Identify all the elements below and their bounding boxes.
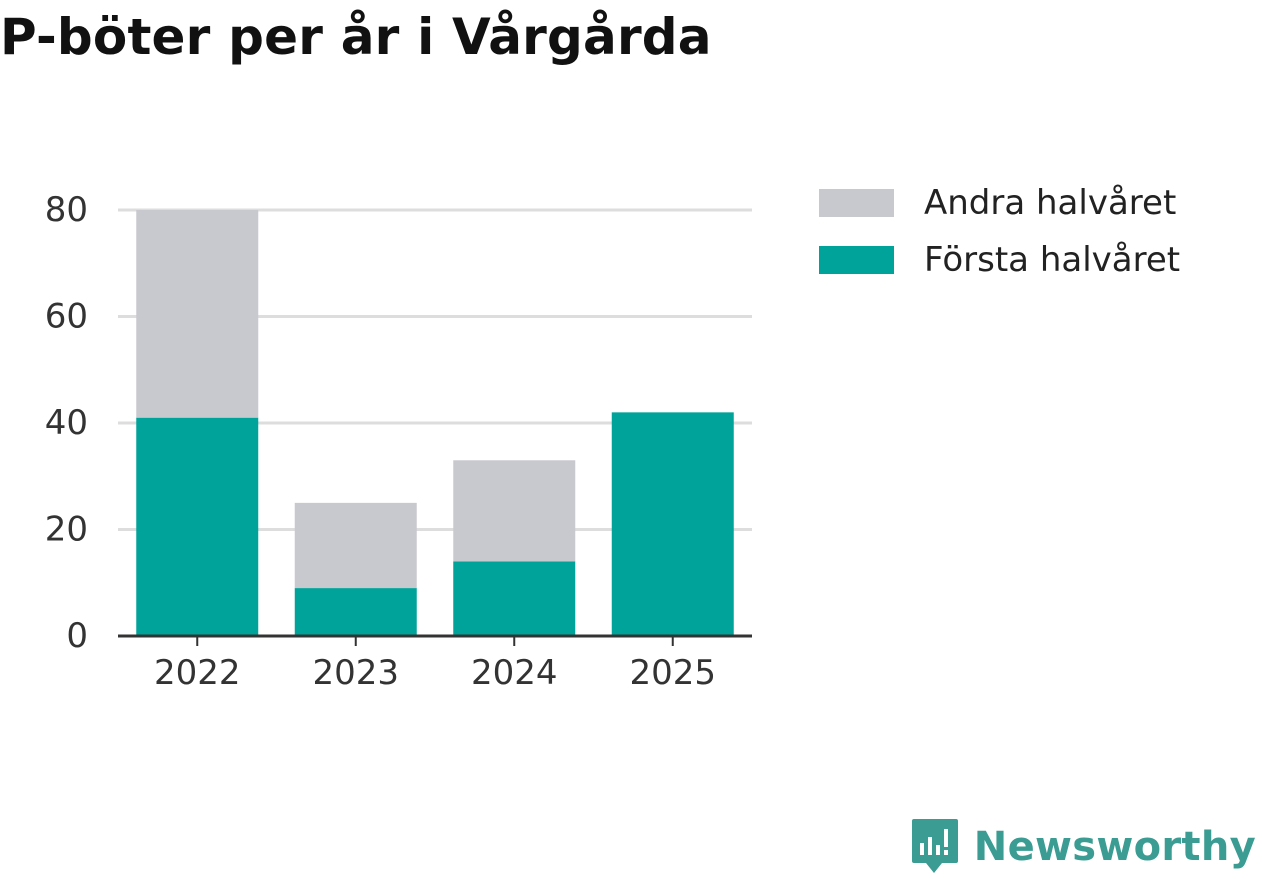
legend-swatch-andra-halv-ret — [819, 189, 894, 217]
x-tick-label-2022: 2022 — [154, 653, 241, 693]
legend-label-f-rsta-halv-ret: Första halvåret — [924, 240, 1180, 280]
brand-name: Newsworthy — [973, 824, 1256, 870]
bar-forsta-2025 — [611, 412, 734, 636]
y-tick-label-60: 60 — [45, 297, 88, 337]
bar-andra-2022 — [136, 210, 259, 418]
y-tick-label-20: 20 — [45, 510, 88, 550]
newsworthy-logo-icon — [911, 819, 958, 873]
y-tick-label-80: 80 — [45, 190, 88, 230]
x-tick-label-2023: 2023 — [312, 653, 399, 693]
bars — [136, 210, 734, 636]
legend: Andra halvåret Första halvåret — [819, 183, 1180, 280]
bar-forsta-2023 — [294, 588, 417, 636]
bar-andra-2024 — [453, 460, 576, 562]
y-tick-label-0: 0 — [66, 616, 88, 656]
chart-title: P-böter per år i Vårgårda — [0, 8, 712, 66]
axes: 0 20 40 60 80 2022 2023 2024 2025 — [45, 190, 752, 693]
bar-andra-2023 — [294, 502, 417, 589]
brand-logo: Newsworthy — [910, 817, 1256, 877]
bar-forsta-2022 — [136, 417, 259, 636]
x-tick-label-2024: 2024 — [471, 653, 558, 693]
legend-swatch-f-rsta-halv-ret — [819, 246, 894, 274]
x-tick-label-2025: 2025 — [629, 653, 716, 693]
y-tick-label-40: 40 — [45, 403, 88, 443]
legend-label-andra-halv-ret: Andra halvåret — [924, 183, 1176, 223]
bar-forsta-2024 — [453, 561, 576, 636]
